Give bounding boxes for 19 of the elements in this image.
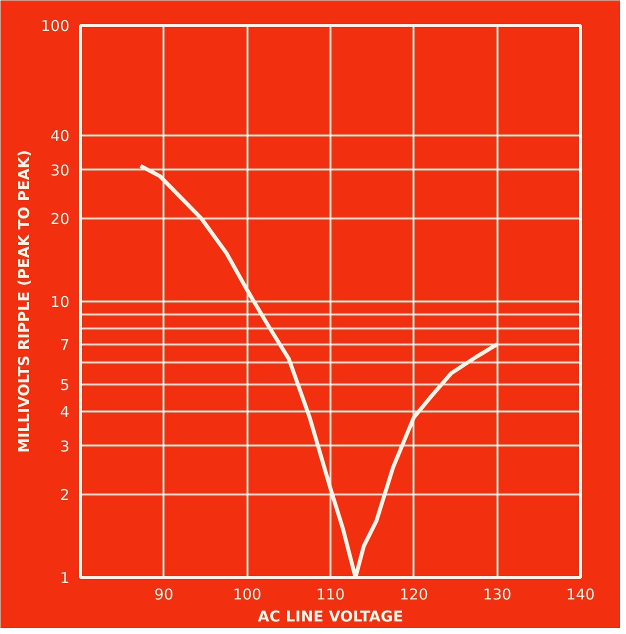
y-axis-title: MILLIVOLTS RIPPLE (PEAK TO PEAK) [14, 150, 33, 453]
x-tick-label: 130 [482, 586, 512, 604]
y-tick-label: 1 [60, 569, 70, 587]
y-tick-label: 3 [60, 437, 70, 456]
y-tick-label: 2 [60, 486, 70, 504]
x-tick-label: 110 [316, 586, 345, 604]
y-tick-label: 5 [60, 376, 70, 394]
x-tick-label: 120 [400, 586, 428, 604]
y-tick-label: 20 [50, 210, 70, 228]
x-axis-title: AC LINE VOLTAGE [258, 608, 404, 626]
y-tick-label: 40 [50, 126, 70, 145]
y-tick-label: 100 [40, 17, 70, 35]
y-tick-label: 7 [60, 336, 70, 354]
y-tick-label: 4 [60, 402, 70, 421]
y-tick-label: 10 [50, 293, 70, 311]
x-tick-label: 140 [566, 586, 595, 604]
y-tick-label: 30 [50, 161, 70, 180]
x-tick-label: 90 [154, 586, 174, 604]
x-tick-label: 100 [232, 586, 262, 604]
